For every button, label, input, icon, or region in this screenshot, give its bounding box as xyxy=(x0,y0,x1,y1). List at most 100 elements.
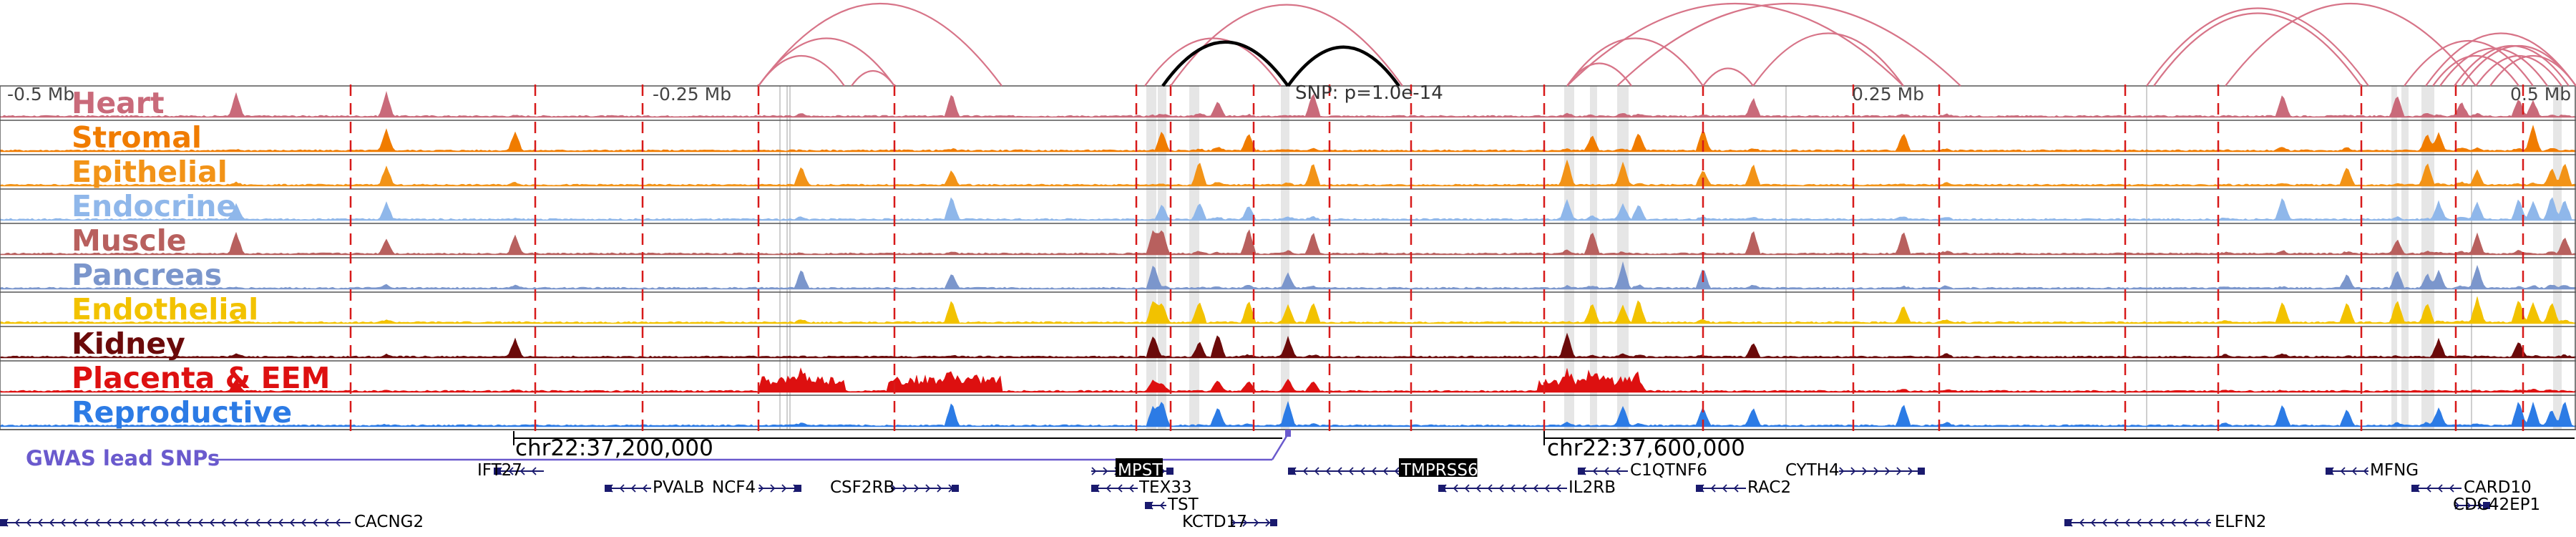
chromatin-loop xyxy=(1566,37,1704,87)
strand-arrow xyxy=(301,518,306,527)
gene-exon xyxy=(1578,468,1585,475)
strand-arrow xyxy=(1254,518,1259,527)
strand-arrow xyxy=(1382,467,1388,475)
strand-arrow xyxy=(1839,467,1845,475)
coordinate-label: chr22:37,600,000 xyxy=(1547,435,1745,461)
signal-kidney xyxy=(0,332,2576,359)
strand-arrow xyxy=(1371,467,1377,475)
highlight-loop xyxy=(1287,45,1400,87)
gwas-snp-marker xyxy=(1285,430,1291,437)
strand-arrow xyxy=(1348,467,1354,475)
gene-label: CYTH4 xyxy=(1785,461,1840,480)
strand-arrow xyxy=(1615,467,1621,475)
gene-exon xyxy=(2326,468,2333,475)
strand-arrow xyxy=(902,484,908,493)
strand-arrow xyxy=(2437,484,2443,493)
strand-arrow xyxy=(1302,467,1308,475)
strand-arrow xyxy=(2466,501,2472,510)
track-label-muscle: Muscle xyxy=(72,223,187,258)
strand-arrow xyxy=(2449,484,2454,493)
strand-arrow xyxy=(2124,518,2130,527)
chromatin-loop xyxy=(1616,3,1961,87)
strand-arrow xyxy=(1128,484,1134,493)
strand-arrow xyxy=(1510,484,1516,493)
strand-arrow xyxy=(1117,484,1123,493)
strand-arrow xyxy=(891,484,897,493)
strand-arrow xyxy=(83,518,89,527)
strand-arrow xyxy=(1242,518,1248,527)
signal-epithelial xyxy=(0,159,2576,187)
axis-tick-label: -0.5 Mb xyxy=(7,84,74,105)
strand-arrow xyxy=(94,518,100,527)
genomic-coordinates: chr22:37,200,000 chr22:37,600,000 xyxy=(513,431,2575,461)
strand-arrow xyxy=(1231,518,1236,527)
track-label-reproductive: Reproductive xyxy=(72,395,292,430)
signal-heart xyxy=(0,91,2576,118)
gene-label: TMPRSS6 xyxy=(1400,461,1478,480)
track-labels: Heart Stromal Epithelial Endocrine Muscl… xyxy=(72,86,330,430)
strand-arrow xyxy=(232,518,238,527)
strand-arrow xyxy=(312,518,318,527)
signal-placenta-eem xyxy=(0,367,2576,393)
track-label-pancreas: Pancreas xyxy=(72,258,222,292)
axis-tick-label: 0.25 Mb xyxy=(1852,84,1924,105)
strand-arrow xyxy=(2205,518,2210,527)
strand-arrow xyxy=(72,518,77,527)
gene-label: TEX33 xyxy=(1138,478,1192,497)
strand-arrow xyxy=(2340,467,2346,475)
track-label-epithelial: Epithelial xyxy=(72,155,228,189)
gwas-track: GWAS lead SNPs xyxy=(26,430,1291,470)
gene-label: NCF4 xyxy=(712,478,756,497)
gene-label: CARD10 xyxy=(2464,478,2532,497)
strand-arrow xyxy=(1908,467,1913,475)
strand-arrow xyxy=(519,467,525,475)
gene-label: MPST xyxy=(1118,461,1163,480)
chromatin-loop xyxy=(2404,40,2534,87)
strand-arrow xyxy=(1265,518,1271,527)
gene-exon xyxy=(1288,468,1295,475)
strand-arrow xyxy=(1521,484,1527,493)
gwas-leader-line xyxy=(1271,433,1289,460)
gene-label: PVALB xyxy=(653,478,704,497)
chromatin-loop xyxy=(2153,12,2362,87)
gene-label: ELFN2 xyxy=(2215,513,2266,531)
gene-exon xyxy=(2064,519,2072,526)
gene-label: IL2RB xyxy=(1568,478,1616,497)
strand-arrow xyxy=(531,467,537,475)
signal-stromal xyxy=(0,125,2576,153)
strand-arrow xyxy=(630,484,636,493)
strand-arrow xyxy=(129,518,135,527)
chromatin-loop xyxy=(2475,54,2562,87)
signal-muscle xyxy=(0,229,2576,256)
strand-arrow xyxy=(2159,518,2165,527)
strand-arrow xyxy=(255,518,260,527)
strand-arrow xyxy=(323,518,329,527)
strand-arrow xyxy=(1885,467,1890,475)
signal-endocrine xyxy=(0,197,2576,221)
strand-arrow xyxy=(1325,467,1331,475)
strand-arrow xyxy=(2182,518,2187,527)
snp-pvalue-label: SNP: p=1.0e-14 xyxy=(1295,82,1443,104)
strand-arrow xyxy=(1314,467,1319,475)
strand-arrow xyxy=(2363,467,2368,475)
gene-label: CSF2RB xyxy=(830,478,894,497)
strand-arrow xyxy=(1337,467,1342,475)
signal-endothelial xyxy=(0,296,2576,324)
strand-arrow xyxy=(266,518,272,527)
strand-arrow xyxy=(1453,484,1458,493)
gene-exon xyxy=(1166,468,1174,475)
track-label-stromal: Stromal xyxy=(72,120,202,155)
strand-arrow xyxy=(770,484,776,493)
strand-arrow xyxy=(1487,484,1493,493)
strand-arrow xyxy=(289,518,295,527)
strand-arrow xyxy=(2170,518,2176,527)
strand-arrow xyxy=(60,518,66,527)
strand-arrow xyxy=(508,467,514,475)
cre-dashed-lines xyxy=(349,84,2524,431)
strand-arrow xyxy=(209,518,215,527)
gwas-label: GWAS lead SNPs xyxy=(26,446,220,470)
strand-arrow xyxy=(1091,467,1097,475)
strand-arrow xyxy=(37,518,43,527)
strand-arrow xyxy=(2193,518,2199,527)
